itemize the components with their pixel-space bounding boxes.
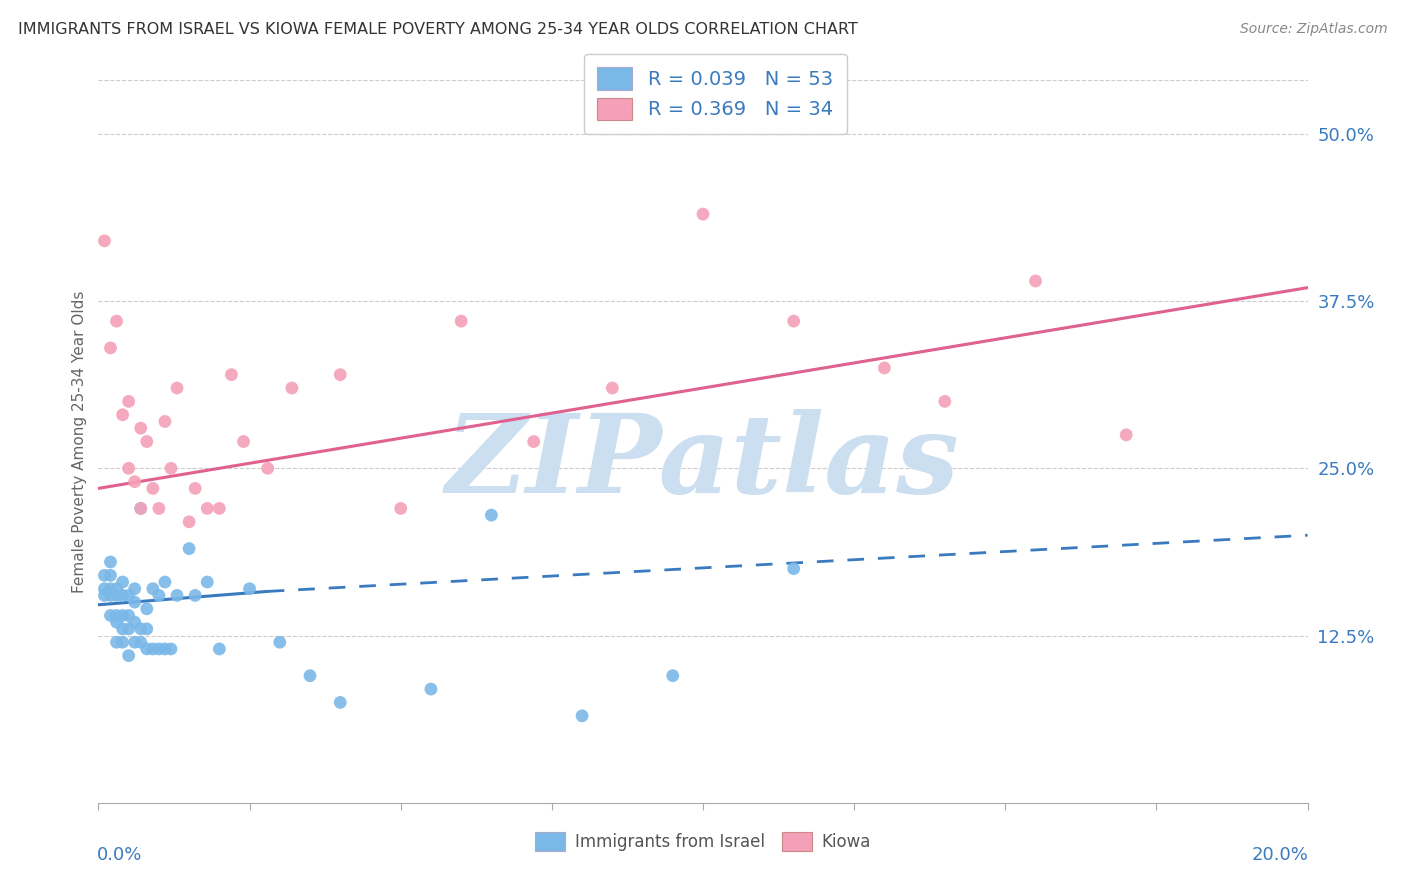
Point: [105, 635, 128, 649]
Point: [111, 608, 134, 623]
Point: [299, 669, 322, 683]
Point: [153, 642, 176, 657]
Point: [93, 582, 115, 596]
Point: [195, 575, 218, 590]
Point: [100, 568, 122, 582]
Point: [111, 635, 134, 649]
Point: [195, 501, 218, 516]
Point: [256, 461, 278, 475]
Point: [100, 582, 122, 596]
Text: 20.0%: 20.0%: [1251, 847, 1309, 864]
Point: [783, 562, 806, 576]
Point: [208, 501, 231, 516]
Point: [111, 408, 134, 422]
Point: [142, 482, 165, 496]
Point: [129, 635, 152, 649]
Point: [129, 622, 152, 636]
Point: [148, 501, 170, 516]
Point: [873, 361, 896, 376]
Text: ZIPatlas: ZIPatlas: [446, 409, 960, 517]
Point: [269, 635, 291, 649]
Point: [100, 608, 122, 623]
Text: Source: ZipAtlas.com: Source: ZipAtlas.com: [1240, 22, 1388, 37]
Point: [1115, 427, 1137, 442]
Point: [329, 696, 352, 710]
Point: [93, 589, 115, 603]
Y-axis label: Female Poverty Among 25-34 Year Olds: Female Poverty Among 25-34 Year Olds: [72, 291, 87, 592]
Point: [571, 708, 593, 723]
Point: [783, 314, 806, 328]
Text: IMMIGRANTS FROM ISRAEL VS KIOWA FEMALE POVERTY AMONG 25-34 YEAR OLDS CORRELATION: IMMIGRANTS FROM ISRAEL VS KIOWA FEMALE P…: [18, 22, 858, 37]
Point: [661, 669, 683, 683]
Point: [523, 434, 546, 449]
Point: [148, 642, 170, 657]
Point: [129, 501, 152, 516]
Point: [135, 642, 157, 657]
Point: [420, 681, 443, 696]
Point: [232, 434, 254, 449]
Point: [118, 589, 141, 603]
Point: [105, 615, 128, 630]
Point: [166, 589, 188, 603]
Point: [135, 434, 157, 449]
Point: [124, 615, 146, 630]
Point: [148, 589, 170, 603]
Point: [105, 608, 128, 623]
Point: [1024, 274, 1046, 288]
Point: [100, 555, 122, 569]
Legend: Immigrants from Israel, Kiowa: Immigrants from Israel, Kiowa: [527, 823, 879, 860]
Point: [129, 501, 152, 516]
Point: [153, 414, 176, 429]
Point: [100, 589, 122, 603]
Point: [450, 314, 472, 328]
Point: [692, 207, 714, 221]
Point: [166, 381, 188, 395]
Point: [179, 541, 201, 556]
Point: [105, 314, 128, 328]
Point: [135, 622, 157, 636]
Point: [934, 394, 956, 409]
Point: [118, 461, 141, 475]
Text: 0.0%: 0.0%: [97, 847, 142, 864]
Point: [93, 568, 115, 582]
Point: [329, 368, 352, 382]
Point: [602, 381, 624, 395]
Point: [118, 648, 141, 663]
Point: [105, 582, 128, 596]
Point: [481, 508, 503, 523]
Point: [129, 421, 152, 435]
Point: [389, 501, 412, 516]
Point: [184, 589, 207, 603]
Point: [179, 515, 201, 529]
Point: [184, 482, 207, 496]
Point: [124, 595, 146, 609]
Point: [124, 475, 146, 489]
Point: [111, 575, 134, 590]
Point: [135, 602, 157, 616]
Point: [281, 381, 304, 395]
Point: [93, 234, 115, 248]
Point: [208, 642, 231, 657]
Point: [105, 589, 128, 603]
Point: [100, 341, 122, 355]
Point: [118, 394, 141, 409]
Point: [221, 368, 243, 382]
Point: [239, 582, 262, 596]
Point: [142, 582, 165, 596]
Point: [153, 575, 176, 590]
Point: [160, 461, 183, 475]
Point: [111, 589, 134, 603]
Point: [111, 622, 134, 636]
Point: [118, 622, 141, 636]
Point: [124, 635, 146, 649]
Point: [124, 582, 146, 596]
Point: [142, 642, 165, 657]
Point: [118, 608, 141, 623]
Point: [160, 642, 183, 657]
